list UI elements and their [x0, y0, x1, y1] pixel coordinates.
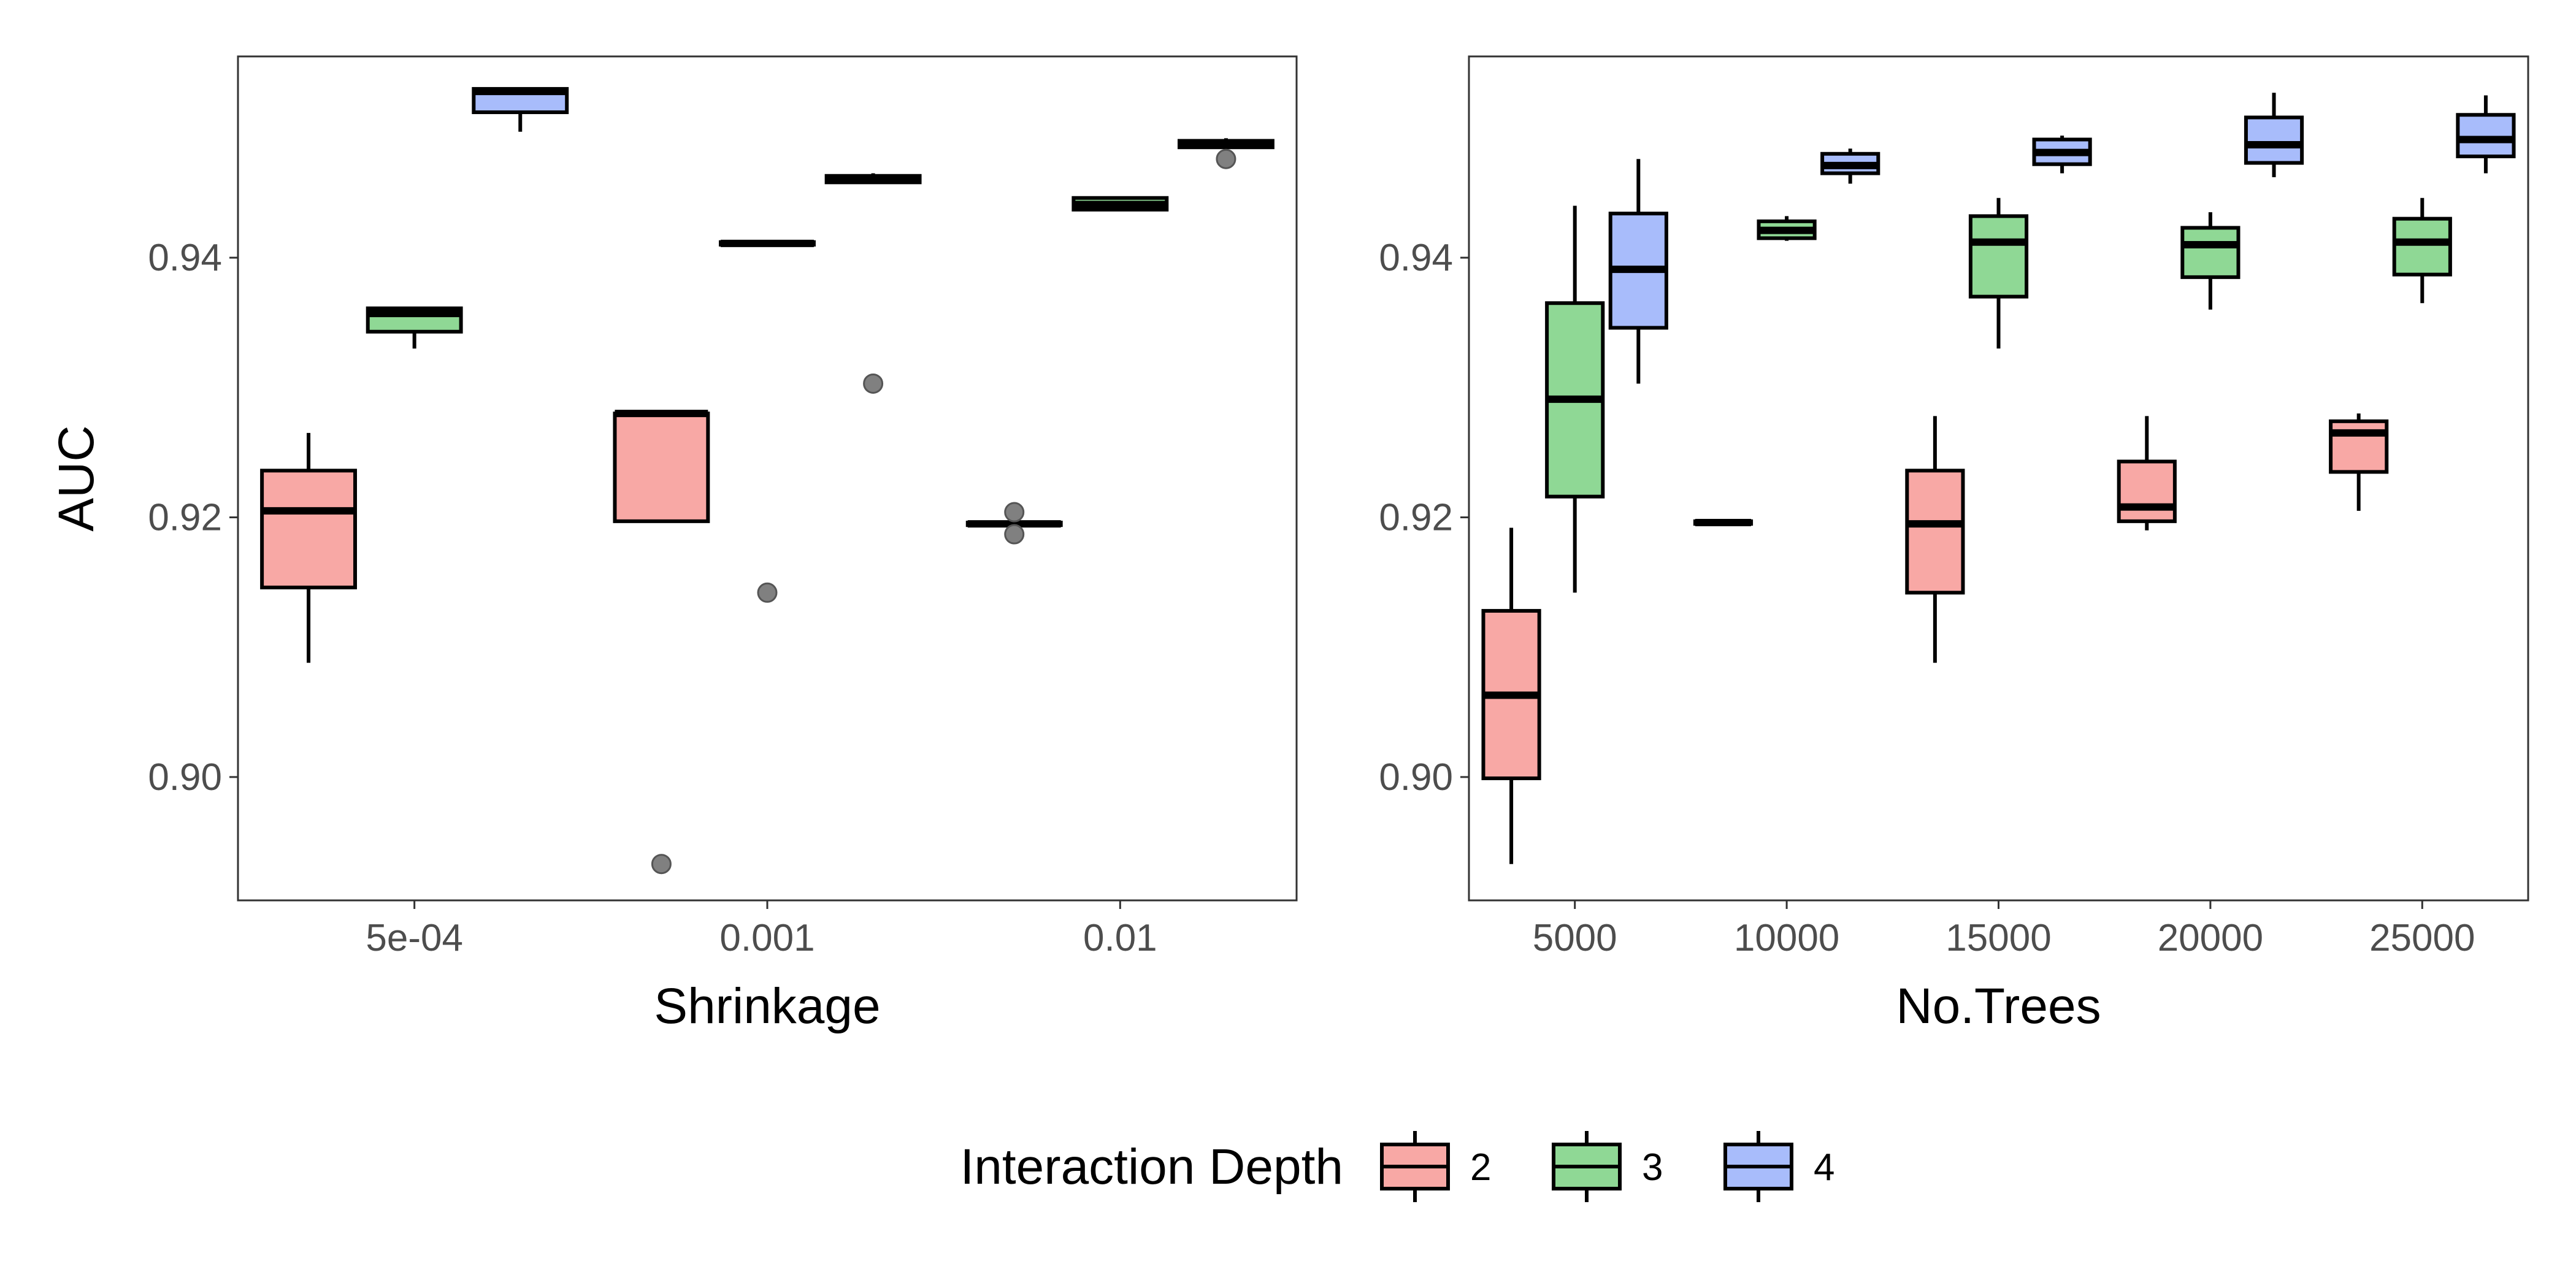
outlier-point: [1004, 524, 1025, 545]
box-series-4-15000: [2032, 136, 2092, 174]
box-series-4-20000: [2244, 93, 2304, 177]
box-series-4-0.01: [1177, 138, 1275, 169]
box-series-3-25000: [2392, 197, 2452, 304]
box: [2456, 113, 2516, 159]
box-series-2-0.001: [613, 410, 710, 875]
y-tick-label: 0.90: [1379, 756, 1453, 799]
legend-key-2: 2: [1380, 1131, 1491, 1202]
box: [2329, 419, 2389, 474]
box-series-3-0.001: [719, 239, 816, 603]
x-tick-label: 5000: [1533, 917, 1617, 959]
box: [613, 412, 710, 523]
x-tick-label: 25000: [2369, 917, 2475, 959]
x-tick-label: 0.001: [719, 917, 815, 959]
box-series-2-0.01: [965, 502, 1063, 545]
box-series-2-5000: [1481, 527, 1541, 864]
plot-area: [237, 55, 1298, 902]
legend-label: 2: [1470, 1146, 1491, 1189]
legend: Interaction Depth 2 3 4: [960, 1131, 1834, 1202]
x-tick-label: 10000: [1734, 917, 1839, 959]
box-series-4-5e-04: [472, 86, 569, 132]
panel-no-trees: 0.90 0.92 0.94 5000 10000 15000 20000 25000 No.T…: [1379, 55, 2529, 1034]
box-series-2-15000: [1905, 416, 1965, 663]
x-tick-label: 0.01: [1083, 917, 1157, 959]
x-axis-title: No.Trees: [1896, 978, 2101, 1034]
box-series-2-5e-04: [260, 432, 358, 663]
y-axis-title: AUC: [48, 425, 104, 531]
outlier-point: [1004, 502, 1025, 523]
x-tick-label: 5e-04: [366, 917, 463, 959]
legend-label: 3: [1642, 1146, 1663, 1189]
outlier-point: [651, 854, 672, 875]
box: [2180, 226, 2241, 279]
box-series-3-5000: [1545, 205, 1605, 593]
legend-key-4: 4: [1723, 1131, 1834, 1202]
outlier-point: [1216, 148, 1236, 169]
x-axis-title: Shrinkage: [654, 978, 880, 1034]
x-tick-label: 15000: [1945, 917, 2051, 959]
box: [1968, 214, 2029, 299]
panel-shrinkage: 0.90 0.92 0.94 5e-04 0.001 0.01 Shrinkage AUC: [48, 55, 1298, 1034]
y-tick-label: 0.94: [148, 237, 222, 279]
y-tick-label: 0.90: [148, 756, 222, 799]
box-series-4-10000: [1820, 148, 1880, 184]
box-series-3-20000: [2180, 212, 2241, 310]
box-series-2-10000: [1693, 518, 1754, 526]
box-series-2-20000: [2117, 416, 2177, 531]
box: [2244, 115, 2304, 165]
box-series-3-0.01: [1071, 196, 1169, 212]
box-series-3-15000: [1968, 197, 2029, 349]
box: [2392, 217, 2452, 277]
outlier-point: [863, 373, 884, 394]
plot-area: [1468, 55, 2529, 902]
outlier-point: [757, 582, 778, 603]
box-series-4-5000: [1608, 159, 1668, 384]
legend-key-3: 3: [1552, 1131, 1663, 1202]
box: [1905, 469, 1965, 595]
box-series-4-25000: [2456, 95, 2516, 174]
box: [2117, 459, 2177, 523]
y-tick-label: 0.92: [1379, 497, 1453, 539]
y-tick-label: 0.94: [1379, 237, 1453, 279]
legend-title: Interaction Depth: [960, 1139, 1344, 1195]
box-series-4-0.001: [824, 173, 922, 394]
y-tick-label: 0.92: [148, 497, 222, 539]
box: [260, 469, 358, 589]
box-series-3-5e-04: [366, 306, 463, 349]
legend-label: 4: [1814, 1146, 1834, 1189]
box-series-2-25000: [2329, 413, 2389, 511]
x-tick-label: 20000: [2158, 917, 2263, 959]
box-series-3-10000: [1757, 216, 1817, 241]
